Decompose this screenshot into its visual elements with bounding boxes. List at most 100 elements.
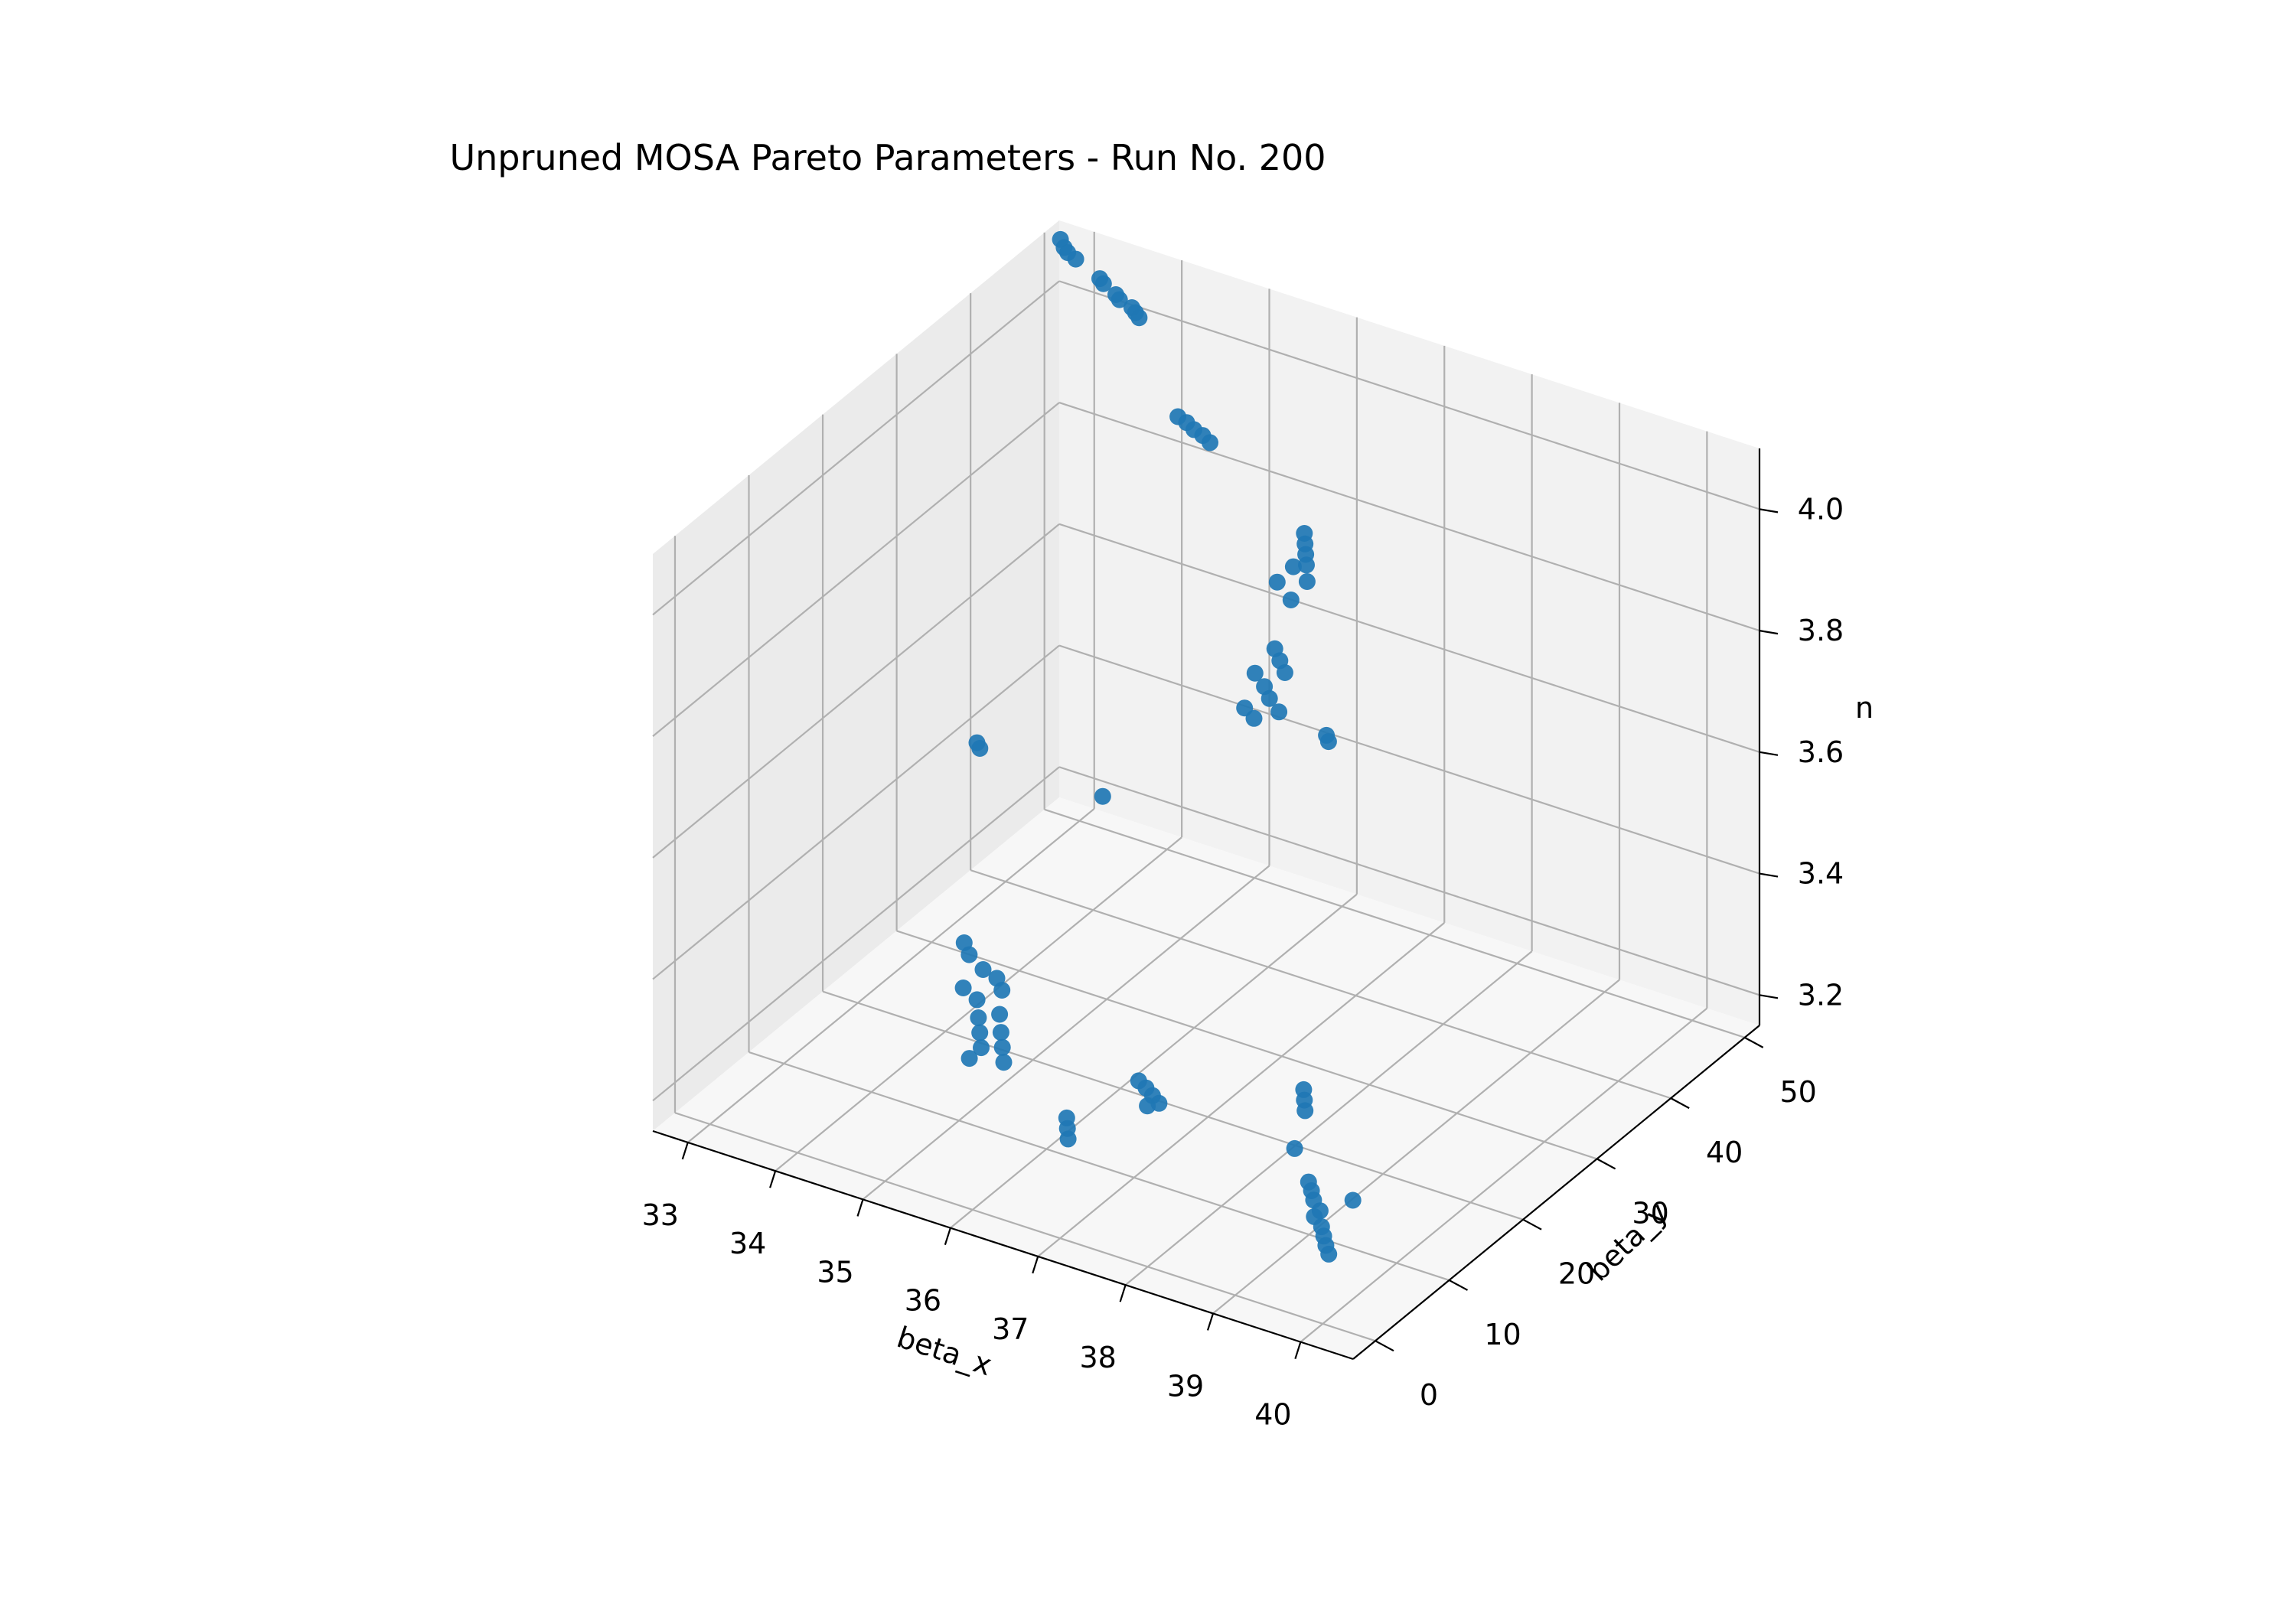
data-point [1067, 250, 1084, 268]
z-tick-label: 3.4 [1798, 857, 1844, 891]
y-axis-label: beta_y [1581, 1196, 1675, 1288]
x-tick-mark [1206, 1313, 1215, 1331]
data-point [1094, 787, 1111, 805]
y-tick-label: 50 [1780, 1075, 1817, 1109]
data-point [970, 1009, 987, 1026]
data-point [1130, 309, 1148, 327]
data-point [954, 980, 972, 996]
data-point [1246, 664, 1264, 682]
data-point [973, 1039, 990, 1057]
x-tick-label: 40 [1254, 1398, 1291, 1432]
x-gridline-floor [1212, 979, 1620, 1315]
z-gridline-back [1058, 402, 1760, 632]
axis-ticks: 33 34 35 36 37 38 39 40 0 10 20 30 40 50 3.2 3.4 3.6 3.8 4… [642, 448, 1844, 1432]
z-tick-label: 3.8 [1798, 614, 1844, 647]
x-gridline-floor [1300, 1007, 1708, 1343]
y-tick-label: 30 [1632, 1196, 1668, 1230]
z-gridline-left [652, 644, 1060, 980]
x-tick-mark [681, 1142, 689, 1160]
data-point [1319, 733, 1337, 751]
data-point [995, 1054, 1013, 1071]
x-tick-label: 35 [817, 1255, 853, 1289]
data-point [1245, 709, 1263, 727]
grid-lines [652, 231, 1760, 1343]
data-point [992, 1024, 1009, 1041]
x-tick-label: 38 [1079, 1341, 1116, 1374]
z-tick-mark [1759, 751, 1779, 756]
x-gridline-floor [687, 808, 1095, 1143]
y-tick-label: 0 [1420, 1378, 1438, 1412]
x-gridline-floor [950, 893, 1358, 1229]
z-gridline-left [652, 402, 1060, 737]
y-tick-mark [1670, 1097, 1690, 1110]
z-tick-mark [1759, 872, 1779, 878]
z-tick-label: 3.6 [1798, 735, 1844, 769]
z-gridline-back [1058, 644, 1760, 875]
z-gridline-left [652, 280, 1060, 616]
x-tick-mark [1119, 1284, 1127, 1302]
y-tick-mark [1596, 1158, 1616, 1170]
z-gridline-back [1058, 280, 1760, 510]
data-point [960, 946, 978, 963]
data-point [993, 1038, 1011, 1056]
z-tick-mark [1759, 630, 1779, 635]
data-point [991, 1006, 1009, 1023]
x-tick-mark [944, 1227, 951, 1245]
data-point [993, 982, 1011, 999]
x-gridline-floor [1037, 922, 1445, 1257]
y-gridline-floor [822, 990, 1524, 1221]
z-axis-label: n [1855, 691, 1874, 725]
data-point [1110, 291, 1128, 308]
x-tick-mark [769, 1170, 777, 1188]
data-point [971, 1024, 989, 1041]
data-point [1268, 573, 1286, 591]
y-gridline-floor [896, 930, 1597, 1160]
data-point [1059, 1130, 1077, 1148]
data-point [971, 740, 989, 757]
y-tick-mark [1522, 1218, 1542, 1231]
z-gridline-back [1058, 766, 1760, 996]
data-point [1276, 664, 1293, 681]
y-tick-mark [1375, 1340, 1394, 1352]
x-tick-mark [1294, 1341, 1302, 1359]
x-axis-line [652, 1129, 1354, 1361]
data-point [1270, 703, 1288, 721]
z-tick-mark [1759, 994, 1779, 999]
data-point [1320, 1245, 1338, 1263]
x-tick-label: 34 [729, 1227, 766, 1260]
y-axis-line [1352, 1025, 1760, 1360]
y-tick-label: 40 [1706, 1136, 1743, 1169]
data-point [1296, 1102, 1314, 1120]
y-tick-label: 20 [1558, 1257, 1595, 1291]
floor-pane [653, 797, 1760, 1359]
y-tick-label: 10 [1484, 1318, 1521, 1351]
y-gridline-floor [970, 869, 1671, 1100]
z-tick-mark [1759, 508, 1779, 513]
data-point [1139, 1097, 1156, 1115]
z-gridline-back [1058, 523, 1760, 753]
data-point [1298, 573, 1316, 590]
data-point [1094, 275, 1112, 292]
y-gridline-floor [674, 1112, 1376, 1342]
data-point [1261, 689, 1278, 707]
x-tick-label: 33 [642, 1198, 679, 1232]
data-point [1298, 556, 1315, 574]
data-point [1202, 434, 1218, 451]
data-point [1286, 1139, 1303, 1157]
y-tick-mark [1744, 1036, 1764, 1048]
data-point [1284, 558, 1302, 575]
data-point [968, 991, 986, 1009]
z-gridline-left [652, 523, 1060, 859]
data-point [1344, 1191, 1362, 1209]
data-point [974, 961, 992, 978]
y-gridline-floor [1044, 808, 1746, 1038]
data-points [954, 230, 1362, 1263]
x-tick-mark [856, 1199, 864, 1217]
chart-title: Unpruned MOSA Pareto Parameters - Run No… [449, 137, 1326, 178]
x-tick-label: 37 [992, 1312, 1029, 1346]
z-gridline-left [652, 766, 1060, 1102]
left-pane [653, 220, 1059, 1131]
x-tick-mark [1032, 1256, 1039, 1274]
data-point [1282, 592, 1300, 608]
z-tick-label: 3.2 [1798, 978, 1844, 1012]
